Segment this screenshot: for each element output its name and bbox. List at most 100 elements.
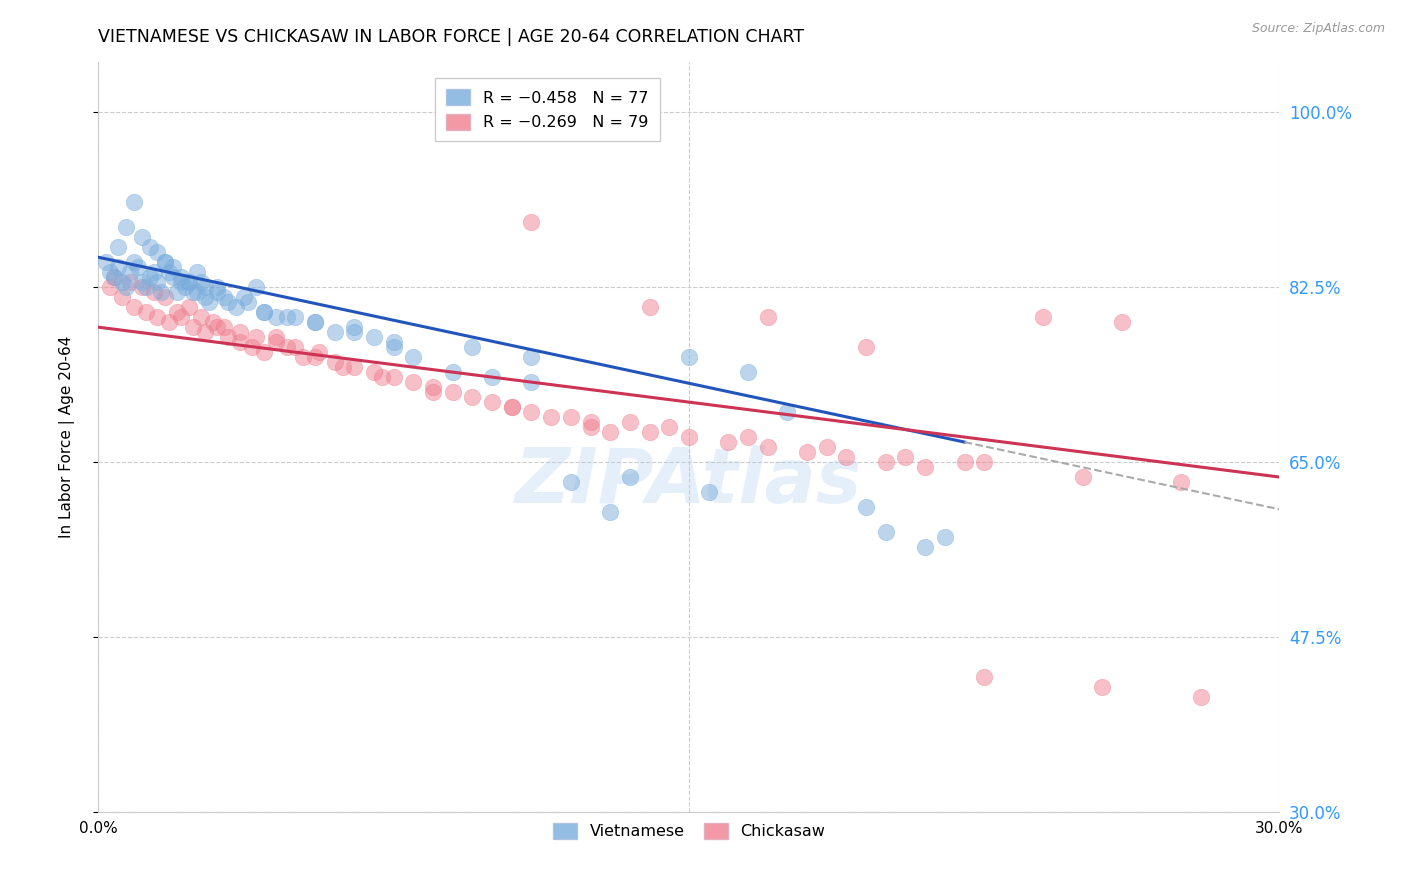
Point xyxy=(240,340,263,354)
Point xyxy=(332,360,354,375)
Point xyxy=(323,325,346,339)
Point xyxy=(501,400,523,414)
Point xyxy=(756,310,779,325)
Point xyxy=(914,540,936,554)
Point xyxy=(520,405,543,419)
Point xyxy=(599,425,621,439)
Point xyxy=(579,420,602,434)
Point xyxy=(115,280,138,294)
Point xyxy=(111,275,134,289)
Point xyxy=(501,400,523,414)
Point xyxy=(205,280,228,294)
Point xyxy=(323,355,346,369)
Point xyxy=(422,385,444,400)
Point xyxy=(131,275,153,289)
Point xyxy=(138,270,160,285)
Point xyxy=(540,410,562,425)
Point xyxy=(343,325,366,339)
Point xyxy=(619,415,641,429)
Point xyxy=(186,265,208,279)
Point xyxy=(245,280,267,294)
Point xyxy=(157,265,180,279)
Point xyxy=(157,315,180,329)
Point xyxy=(382,370,405,384)
Point xyxy=(304,350,326,364)
Point xyxy=(229,325,252,339)
Point xyxy=(756,440,779,454)
Text: VIETNAMESE VS CHICKASAW IN LABOR FORCE | AGE 20-64 CORRELATION CHART: VIETNAMESE VS CHICKASAW IN LABOR FORCE |… xyxy=(98,28,804,45)
Point xyxy=(276,310,298,325)
Point xyxy=(264,330,287,344)
Point xyxy=(422,380,444,394)
Point xyxy=(103,270,125,285)
Point xyxy=(1032,310,1054,325)
Point xyxy=(934,530,956,544)
Point xyxy=(973,670,995,684)
Point xyxy=(382,340,405,354)
Point xyxy=(98,265,121,279)
Point xyxy=(875,455,897,469)
Point xyxy=(142,265,165,279)
Point xyxy=(678,350,700,364)
Point xyxy=(737,430,759,444)
Point xyxy=(103,270,125,285)
Point xyxy=(658,420,681,434)
Point xyxy=(186,285,208,300)
Point xyxy=(1189,690,1212,704)
Point xyxy=(107,260,129,275)
Point xyxy=(914,460,936,475)
Point xyxy=(678,430,700,444)
Point xyxy=(146,310,169,325)
Point xyxy=(894,450,917,464)
Y-axis label: In Labor Force | Age 20-64: In Labor Force | Age 20-64 xyxy=(59,336,75,538)
Point xyxy=(619,470,641,484)
Point xyxy=(343,320,366,334)
Point xyxy=(276,340,298,354)
Point xyxy=(382,335,405,350)
Point xyxy=(953,455,976,469)
Point xyxy=(1091,680,1114,694)
Point xyxy=(1111,315,1133,329)
Point xyxy=(174,280,197,294)
Point xyxy=(264,310,287,325)
Point xyxy=(973,455,995,469)
Legend: Vietnamese, Chickasaw: Vietnamese, Chickasaw xyxy=(543,813,835,848)
Point xyxy=(304,315,326,329)
Point xyxy=(402,375,425,389)
Point xyxy=(855,500,877,514)
Point xyxy=(796,445,818,459)
Point xyxy=(638,425,661,439)
Point xyxy=(166,305,188,319)
Point xyxy=(461,390,484,404)
Point xyxy=(461,340,484,354)
Point xyxy=(284,310,307,325)
Point xyxy=(520,350,543,364)
Point xyxy=(131,280,153,294)
Point xyxy=(253,305,276,319)
Point xyxy=(190,310,212,325)
Point xyxy=(245,330,267,344)
Point xyxy=(371,370,394,384)
Point xyxy=(118,265,141,279)
Point xyxy=(737,365,759,379)
Point xyxy=(520,375,543,389)
Point xyxy=(146,275,169,289)
Point xyxy=(170,270,193,285)
Point xyxy=(150,285,173,300)
Point xyxy=(599,505,621,519)
Point xyxy=(194,325,217,339)
Point xyxy=(579,415,602,429)
Text: Source: ZipAtlas.com: Source: ZipAtlas.com xyxy=(1251,22,1385,36)
Point xyxy=(217,330,239,344)
Point xyxy=(214,290,236,304)
Point xyxy=(229,335,252,350)
Point xyxy=(138,240,160,254)
Point xyxy=(170,275,193,289)
Point xyxy=(253,345,276,359)
Point xyxy=(155,255,177,269)
Point xyxy=(402,350,425,364)
Point xyxy=(122,255,145,269)
Point xyxy=(717,435,740,450)
Point xyxy=(170,310,193,325)
Point xyxy=(1071,470,1094,484)
